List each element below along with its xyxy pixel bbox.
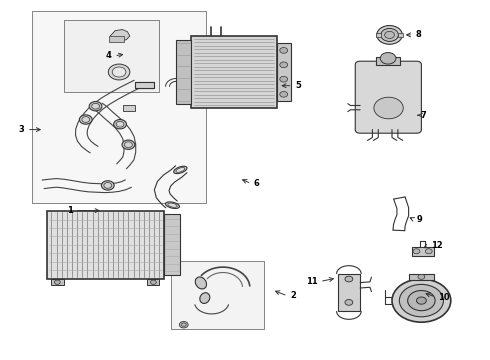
Bar bbox=[51, 279, 64, 285]
Circle shape bbox=[116, 121, 124, 127]
Circle shape bbox=[374, 97, 403, 119]
Circle shape bbox=[381, 28, 398, 41]
Circle shape bbox=[399, 284, 443, 317]
Text: 4: 4 bbox=[106, 51, 112, 60]
Bar bbox=[412, 247, 434, 256]
Bar bbox=[338, 274, 360, 311]
Text: 11: 11 bbox=[306, 277, 318, 286]
Text: 6: 6 bbox=[254, 179, 260, 188]
Circle shape bbox=[104, 183, 112, 188]
Circle shape bbox=[413, 249, 420, 254]
Circle shape bbox=[114, 120, 126, 129]
Circle shape bbox=[377, 26, 402, 44]
Ellipse shape bbox=[200, 293, 210, 303]
Ellipse shape bbox=[176, 167, 185, 172]
Text: 10: 10 bbox=[438, 292, 450, 302]
Text: 1: 1 bbox=[67, 206, 73, 215]
Bar bbox=[409, 274, 434, 280]
Ellipse shape bbox=[173, 166, 187, 174]
Circle shape bbox=[280, 62, 288, 68]
Circle shape bbox=[108, 64, 130, 80]
Circle shape bbox=[408, 291, 435, 311]
Ellipse shape bbox=[166, 202, 179, 208]
Polygon shape bbox=[110, 30, 130, 41]
Bar bbox=[176, 40, 191, 104]
Text: 8: 8 bbox=[416, 31, 421, 40]
Circle shape bbox=[392, 279, 451, 322]
Circle shape bbox=[345, 276, 353, 282]
Bar bbox=[122, 105, 135, 111]
Text: 2: 2 bbox=[290, 292, 296, 300]
Circle shape bbox=[380, 53, 396, 64]
Bar bbox=[376, 57, 400, 65]
Circle shape bbox=[150, 280, 156, 284]
Circle shape bbox=[425, 249, 432, 254]
Circle shape bbox=[416, 297, 426, 304]
Ellipse shape bbox=[168, 203, 177, 207]
Circle shape bbox=[122, 140, 135, 149]
Circle shape bbox=[92, 103, 99, 109]
Bar bbox=[171, 261, 264, 329]
Text: 7: 7 bbox=[420, 111, 426, 120]
Circle shape bbox=[181, 323, 186, 327]
Circle shape bbox=[54, 280, 60, 284]
Bar bbox=[191, 36, 277, 108]
Circle shape bbox=[79, 115, 92, 124]
Bar bbox=[277, 43, 291, 101]
Circle shape bbox=[280, 48, 288, 53]
Text: 3: 3 bbox=[19, 125, 25, 134]
FancyBboxPatch shape bbox=[355, 61, 421, 133]
Circle shape bbox=[345, 300, 353, 305]
Bar bbox=[135, 82, 154, 88]
Circle shape bbox=[385, 31, 394, 39]
Circle shape bbox=[82, 117, 90, 122]
Bar bbox=[64, 20, 159, 92]
Bar bbox=[47, 211, 164, 279]
Bar bbox=[109, 36, 124, 42]
Ellipse shape bbox=[195, 277, 207, 289]
Circle shape bbox=[179, 321, 188, 328]
Bar bbox=[32, 11, 206, 203]
Text: 9: 9 bbox=[416, 215, 422, 224]
Circle shape bbox=[418, 274, 425, 279]
Text: 5: 5 bbox=[295, 81, 301, 90]
Circle shape bbox=[124, 142, 132, 148]
Circle shape bbox=[280, 76, 288, 82]
Bar bbox=[398, 33, 403, 37]
Circle shape bbox=[89, 102, 102, 111]
Circle shape bbox=[101, 181, 114, 190]
Text: 12: 12 bbox=[431, 241, 443, 250]
Circle shape bbox=[112, 67, 126, 77]
Circle shape bbox=[280, 91, 288, 97]
Bar bbox=[164, 214, 180, 275]
Bar bbox=[376, 33, 381, 37]
Bar bbox=[147, 279, 159, 285]
